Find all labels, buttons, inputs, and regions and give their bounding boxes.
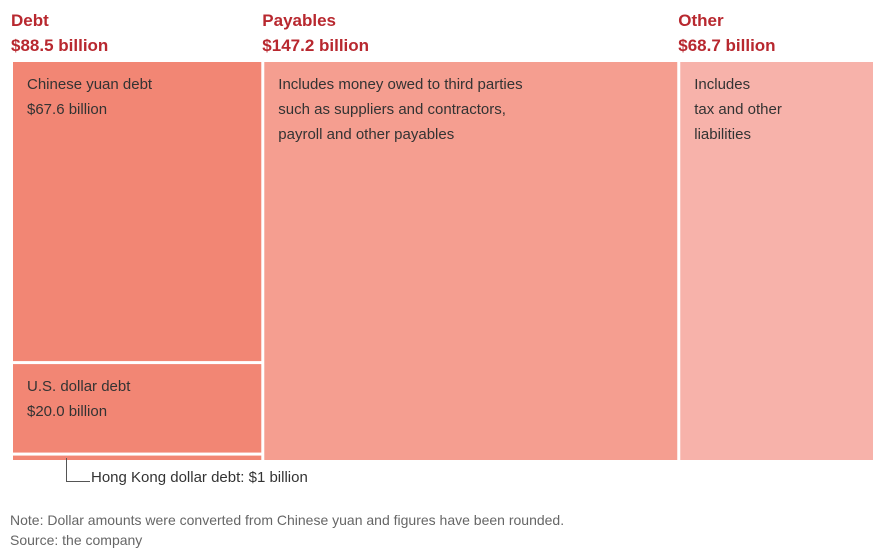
category-header-other: Other $68.7 billion xyxy=(678,8,775,58)
cell-amount: $20.0 billion xyxy=(27,403,108,421)
cell-label: Includes money owed to third parties suc… xyxy=(278,76,523,143)
category-name: Other xyxy=(678,11,724,30)
category-header-debt: Debt $88.5 billion xyxy=(11,8,108,58)
other-cell: Includes tax and other liabilities xyxy=(680,62,873,157)
category-total: $68.7 billion xyxy=(678,36,776,55)
debt-segment-2 xyxy=(13,455,262,460)
cell-label: U.S. dollar debt xyxy=(27,378,131,396)
other-segment xyxy=(680,62,873,460)
payables-cell: Includes money owed to third parties suc… xyxy=(264,62,677,157)
payables-segment xyxy=(264,62,678,460)
debt-cell-0: Chinese yuan debt $67.6 billion xyxy=(13,62,261,132)
hk-debt-label: Hong Kong dollar debt: $1 billion xyxy=(91,469,308,486)
cell-label: Includes tax and other liabilities xyxy=(694,76,782,143)
category-name: Debt xyxy=(11,11,49,30)
cell-amount: $67.6 billion xyxy=(27,101,108,118)
category-total: $147.2 billion xyxy=(262,36,370,55)
category-total: $88.5 billion xyxy=(11,36,109,55)
note-text: Note: Dollar amounts were converted from… xyxy=(10,512,565,528)
footnote: Note: Dollar amounts were converted from… xyxy=(10,510,564,550)
hk-debt-callout-line xyxy=(66,458,90,482)
debt-segment-1 xyxy=(13,364,262,453)
category-name: Payables xyxy=(262,11,337,30)
cell-label: Chinese yuan debt xyxy=(27,76,153,93)
source-text: Source: the company xyxy=(10,532,143,548)
category-header-payables: Payables $147.2 billion xyxy=(262,8,369,58)
debt-cell-1: U.S. dollar debt $20.0 billion xyxy=(13,364,261,434)
debt-segment-0 xyxy=(13,62,262,362)
